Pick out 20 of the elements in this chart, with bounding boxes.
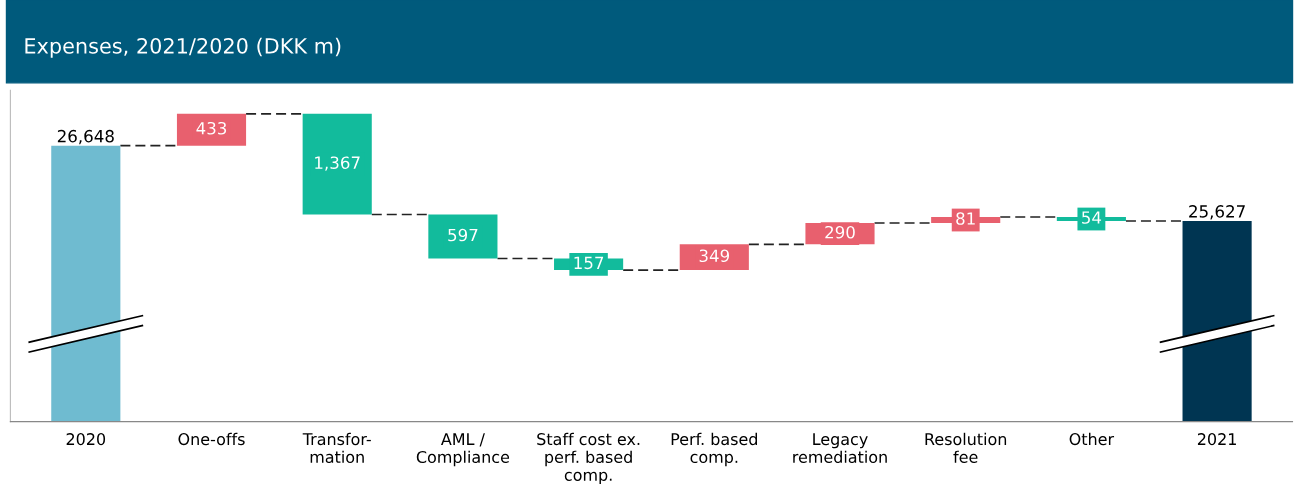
data-label: 433	[196, 121, 227, 135]
text: Expenses, 2021/2020 (DKK m)	[25, 37, 341, 58]
data-label: 26,648	[57, 129, 114, 145]
data-label: 597	[448, 228, 478, 242]
data-label: 81	[956, 212, 975, 225]
category-label: Legacy remediation	[793, 433, 887, 464]
data-label: 54	[1082, 211, 1102, 224]
category-label: 2021	[1197, 433, 1236, 446]
category-label: Resolution fee	[925, 432, 1007, 464]
data-label: 349	[699, 249, 730, 263]
data-label: 290	[825, 225, 855, 239]
data-label: 25,627	[1189, 205, 1245, 220]
category-label: Other	[1069, 432, 1115, 446]
category-label: Perf. based comp.	[671, 432, 757, 467]
category-label: AML / Compliance	[416, 433, 510, 467]
category-label: One-offs	[178, 432, 245, 446]
category-label: Transfor- mation	[302, 432, 371, 464]
category-label: 2020	[66, 433, 106, 446]
category-label: Staff cost ex. perf. based comp.	[537, 432, 640, 485]
data-label: 1,367	[315, 156, 360, 171]
